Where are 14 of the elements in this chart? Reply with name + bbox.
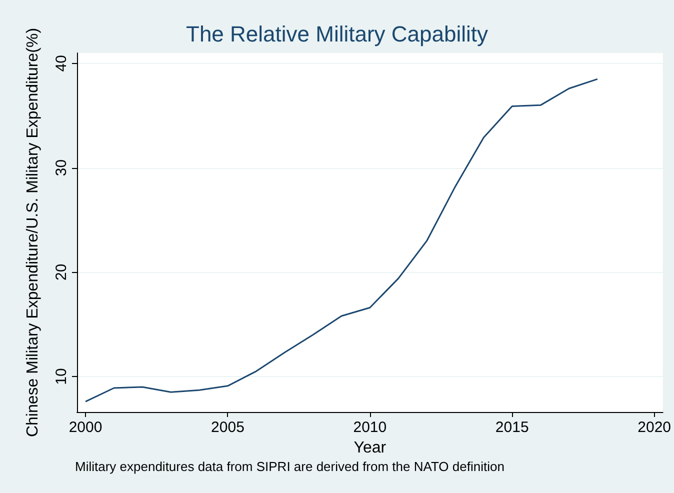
y-tick-label: 10 [53,368,70,385]
x-tick-label: 2005 [211,419,244,436]
x-axis-title: Year [354,439,387,456]
x-tick-label: 2000 [68,419,102,436]
y-axis-title: Chinese Military Expenditure/U.S. Military Expenditure(%) [24,28,42,438]
x-tick-label: 2015 [495,419,529,436]
chart-title: The Relative Military Capability [186,22,488,46]
x-tick-label: 2020 [638,419,672,436]
text: Military expenditures data from SIPRI are derived from the NATO definition [75,459,504,474]
x-tick-label: 2010 [353,419,387,436]
line-series [84,78,598,402]
y-tick-label: 40 [53,55,70,72]
y-tick-label: 20 [53,264,70,280]
y-tick-label: 30 [53,159,70,176]
